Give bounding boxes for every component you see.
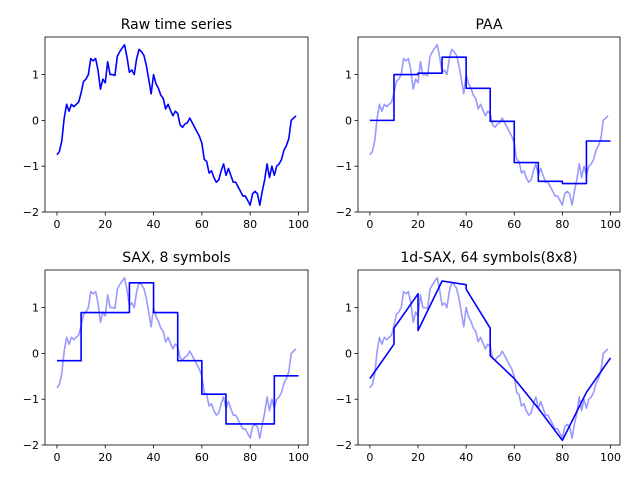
x-tick-label: 0 [53,218,60,231]
subplot-title: Raw time series [121,17,232,33]
axes-frame [357,36,621,213]
x-tick-label: 40 [147,218,161,231]
x-tick-label: 60 [195,451,209,464]
y-tick-label: −2 [336,206,352,219]
y-tick-label: 1 [345,69,352,82]
y-tick-label: −2 [336,439,352,452]
raw-series-line [56,43,297,206]
y-tick-label: −2 [23,206,39,219]
subplot-title: 1d-SAX, 64 symbols(8x8) [400,250,577,266]
subplot-title: SAX, 8 symbols [122,250,230,266]
x-tick-label: 40 [459,451,473,464]
subplot-3: SAX, 8 symbols 0 20 40 60 80 100 −2 −1 0 1 [23,250,309,464]
y-tick-label: −1 [336,393,352,406]
x-tick-label: 60 [507,451,521,464]
y-tick-label: 0 [345,114,352,127]
subplot-title: PAA [475,17,503,33]
axes-frame [357,269,621,446]
x-tick-label: 40 [459,218,473,231]
approximation-line [56,282,299,425]
y-tick-label: 1 [32,302,39,315]
y-tick-label: −1 [336,160,352,173]
x-tick-label: 20 [98,451,112,464]
y-tick-label: −1 [23,393,39,406]
y-tick-label: 0 [32,347,39,360]
x-tick-label: 0 [53,451,60,464]
subplot-2: PAA 0 20 40 60 80 100 −2 −1 0 1 [336,17,621,231]
x-tick-label: 100 [600,451,621,464]
x-tick-label: 80 [243,451,257,464]
y-tick-label: 0 [345,347,352,360]
x-tick-label: 20 [98,218,112,231]
x-tick-label: 0 [366,218,373,231]
y-tick-label: −1 [23,160,39,173]
y-tick-label: 0 [32,114,39,127]
x-tick-label: 60 [507,218,521,231]
subplot-1: Raw time series 0 20 40 60 80 100 −2 −1 0 1 [23,17,309,231]
axes-frame [44,269,309,446]
x-tick-label: 80 [243,218,257,231]
y-tick-label: 1 [345,302,352,315]
x-tick-label: 0 [366,451,373,464]
x-tick-label: 100 [288,218,309,231]
y-tick-label: −2 [23,439,39,452]
x-tick-label: 40 [147,451,161,464]
x-tick-label: 20 [411,451,425,464]
subplot-4: 1d-SAX, 64 symbols(8x8) 0 20 40 60 80 100 −2 −1 0… [336,250,621,464]
x-tick-label: 100 [600,218,621,231]
raw-series-line [369,43,609,206]
approximation-line [369,280,612,442]
x-tick-label: 60 [195,218,209,231]
approximation-line [369,56,611,185]
raw-series-line [369,276,609,439]
y-tick-label: 1 [32,69,39,82]
x-tick-label: 20 [411,218,425,231]
x-tick-label: 100 [288,451,309,464]
x-tick-label: 80 [555,451,569,464]
axes-frame [44,36,309,213]
raw-series-line [56,276,297,439]
x-tick-label: 80 [555,218,569,231]
